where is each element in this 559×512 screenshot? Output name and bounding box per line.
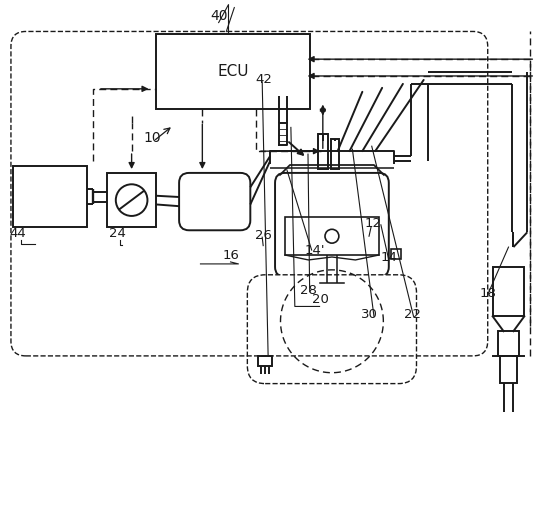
Bar bbox=[498, 331, 519, 356]
Text: 18: 18 bbox=[480, 287, 497, 300]
FancyBboxPatch shape bbox=[275, 173, 389, 277]
Text: 14: 14 bbox=[381, 251, 398, 264]
Bar bbox=[258, 356, 272, 366]
Text: 40: 40 bbox=[211, 9, 228, 23]
Text: 10: 10 bbox=[144, 131, 161, 145]
Text: 16: 16 bbox=[222, 249, 239, 262]
Bar bbox=[318, 134, 328, 169]
Bar bbox=[157, 34, 310, 109]
FancyBboxPatch shape bbox=[179, 173, 250, 230]
Text: 44: 44 bbox=[9, 227, 26, 240]
Text: 20: 20 bbox=[312, 293, 329, 307]
Bar bbox=[13, 166, 87, 227]
Bar bbox=[500, 356, 518, 382]
Text: 30: 30 bbox=[361, 308, 378, 322]
Text: 14': 14' bbox=[305, 244, 325, 257]
Text: 12: 12 bbox=[364, 217, 381, 230]
Bar bbox=[331, 139, 339, 169]
Text: 28: 28 bbox=[300, 284, 316, 296]
Text: 24: 24 bbox=[109, 227, 126, 240]
Text: ECU: ECU bbox=[217, 64, 249, 79]
Bar bbox=[391, 249, 401, 259]
Text: 42: 42 bbox=[255, 73, 272, 86]
Text: 26: 26 bbox=[255, 229, 272, 242]
FancyBboxPatch shape bbox=[247, 275, 416, 383]
Bar bbox=[107, 173, 157, 227]
Bar bbox=[492, 267, 524, 316]
Text: 22: 22 bbox=[404, 308, 420, 322]
Bar bbox=[285, 218, 379, 255]
